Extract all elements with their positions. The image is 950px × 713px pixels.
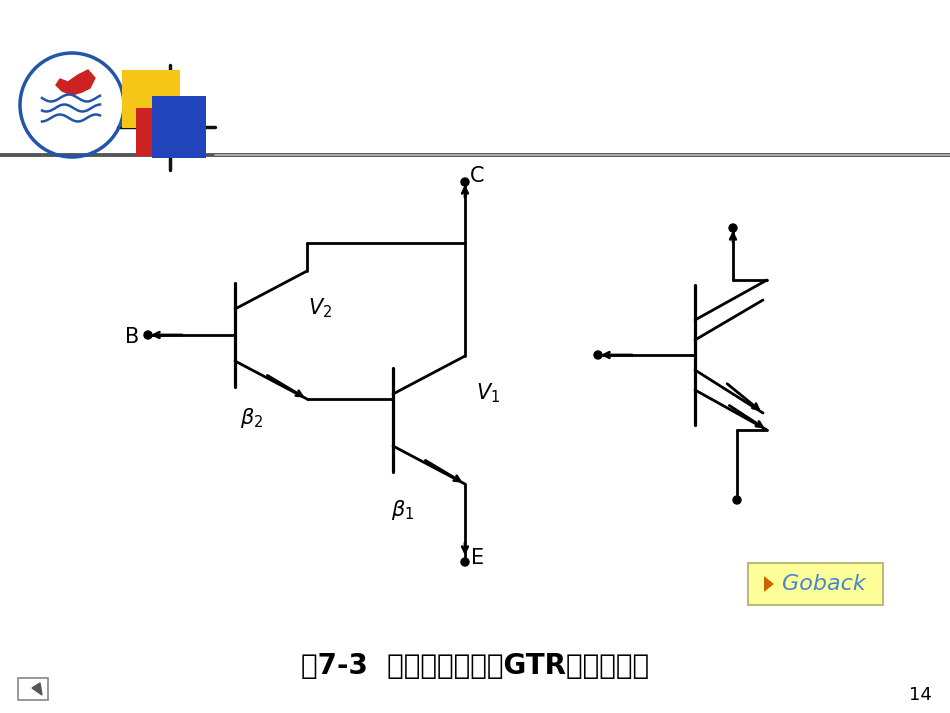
Text: 14: 14	[908, 686, 931, 704]
Bar	[748, 563, 883, 605]
Circle shape	[461, 178, 469, 186]
Circle shape	[594, 351, 602, 359]
Circle shape	[733, 496, 741, 504]
Text: Goback: Goback	[782, 574, 865, 594]
Text: $\beta_1$: $\beta_1$	[391, 498, 414, 522]
Circle shape	[144, 331, 152, 339]
Circle shape	[461, 558, 469, 566]
Text: 图7-3  两级复合达林顿GTR及电气符号: 图7-3 两级复合达林顿GTR及电气符号	[301, 652, 649, 680]
Polygon shape	[764, 576, 774, 592]
Text: B: B	[124, 327, 139, 347]
Polygon shape	[56, 70, 95, 95]
Text: $V_1$: $V_1$	[476, 381, 500, 405]
Text: C: C	[469, 166, 484, 186]
Bar	[18, 678, 48, 700]
Bar	[152, 96, 206, 158]
Circle shape	[729, 224, 737, 232]
Polygon shape	[32, 683, 42, 695]
Text: E: E	[471, 548, 484, 568]
Bar	[136, 108, 184, 156]
Bar	[122, 70, 180, 128]
Text: $V_2$: $V_2$	[308, 296, 332, 320]
Text: $\beta_2$: $\beta_2$	[240, 406, 263, 430]
